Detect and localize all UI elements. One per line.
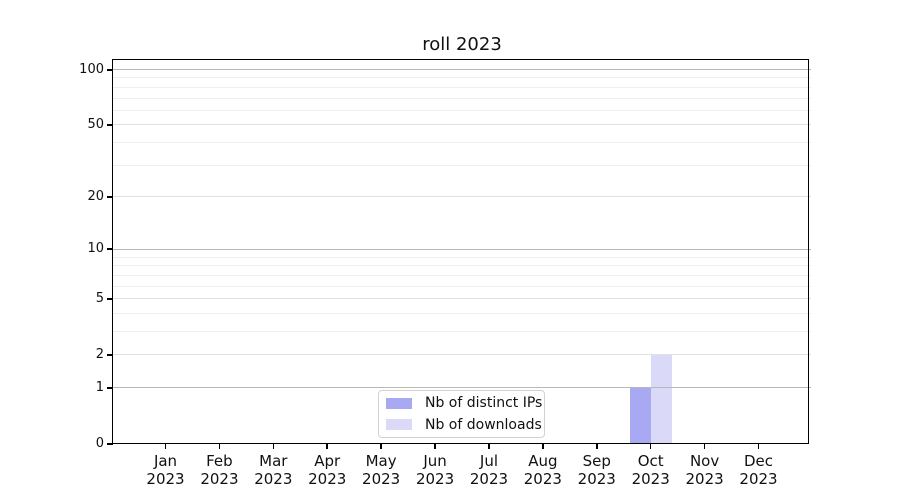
- y-minor-gridline: [113, 256, 811, 258]
- y-tick-label: 20: [87, 188, 104, 204]
- x-tick-label: Feb 2023: [200, 452, 239, 488]
- x-tick-label: Apr 2023: [308, 452, 347, 488]
- y-minor-gridline: [113, 86, 811, 88]
- y-tick-mark: [107, 68, 113, 71]
- y-tick-label: 0: [95, 436, 104, 451]
- x-tick-label: Mar 2023: [254, 452, 293, 488]
- legend-label-distinct-ips: Nb of distinct IPs: [425, 395, 543, 412]
- y-minor-gridline: [113, 274, 811, 276]
- y-tick-label: 50: [87, 116, 104, 132]
- y-tick-mark: [107, 297, 113, 300]
- plot-area-border: [112, 59, 809, 444]
- y-gridline: [113, 298, 811, 300]
- x-tick-label: Dec 2023: [739, 452, 778, 488]
- legend-item-downloads: Nb of downloads: [386, 416, 542, 435]
- y-tick-label: 5: [95, 290, 104, 306]
- legend: Nb of distinct IPs Nb of downloads: [378, 390, 545, 438]
- x-tick-mark: [703, 444, 706, 449]
- y-minor-gridline: [113, 164, 811, 166]
- x-tick-label: Jan 2023: [146, 452, 185, 488]
- x-tick-label: Jul 2023: [469, 452, 509, 488]
- y-minor-gridline: [113, 109, 811, 111]
- x-tick-mark: [380, 444, 382, 449]
- bar-downloads: [650, 354, 672, 444]
- y-gridline: [113, 124, 811, 126]
- y-minor-gridline: [113, 265, 811, 267]
- y-minor-gridline: [113, 312, 811, 314]
- y-gridline: [113, 196, 811, 198]
- y-major-gridline: [113, 387, 811, 389]
- x-tick-mark: [595, 444, 598, 449]
- legend-swatch-downloads: [386, 419, 412, 431]
- x-tick-label: Jun 2023: [415, 452, 455, 488]
- x-tick-mark: [218, 444, 221, 449]
- y-minor-gridline: [113, 97, 811, 99]
- y-tick-mark: [107, 195, 113, 198]
- y-tick-mark: [107, 353, 113, 356]
- y-minor-gridline: [113, 331, 811, 332]
- y-major-gridline: [113, 248, 811, 250]
- y-major-gridline: [113, 69, 811, 70]
- legend-item-distinct-ips: Nb of distinct IPs: [386, 394, 542, 413]
- x-tick-mark: [757, 444, 760, 449]
- y-tick-label: 2: [95, 346, 104, 362]
- legend-swatch-distinct-ips: [386, 397, 412, 409]
- x-tick-label: May 2023: [362, 452, 401, 488]
- x-tick-mark: [326, 444, 329, 449]
- y-tick-label: 10: [87, 241, 104, 257]
- x-tick-label: Aug 2023: [523, 452, 562, 488]
- x-tick-mark: [542, 444, 544, 449]
- x-tick-mark: [488, 444, 490, 449]
- x-tick-label: Sep 2023: [577, 452, 616, 488]
- y-tick-mark: [107, 248, 113, 251]
- y-tick-label: 1: [95, 379, 104, 395]
- y-minor-gridline: [113, 285, 811, 287]
- x-tick-mark: [649, 444, 652, 449]
- legend-label-downloads: Nb of downloads: [425, 416, 542, 433]
- y-minor-gridline: [113, 77, 811, 79]
- y-gridline: [113, 354, 811, 356]
- y-minor-gridline: [113, 142, 811, 144]
- y-tick-mark: [107, 386, 113, 389]
- y-tick-mark: [107, 123, 113, 126]
- x-tick-mark: [434, 444, 436, 449]
- chart-title: roll 2023: [422, 34, 502, 55]
- x-tick-label: Nov 2023: [685, 452, 724, 488]
- x-tick-label: Oct 2023: [631, 452, 670, 488]
- y-tick-label: 100: [79, 61, 104, 77]
- x-tick-mark: [164, 444, 167, 449]
- y-tick-mark: [107, 443, 113, 445]
- bar-distinct-ips: [629, 387, 651, 444]
- x-tick-mark: [272, 444, 275, 449]
